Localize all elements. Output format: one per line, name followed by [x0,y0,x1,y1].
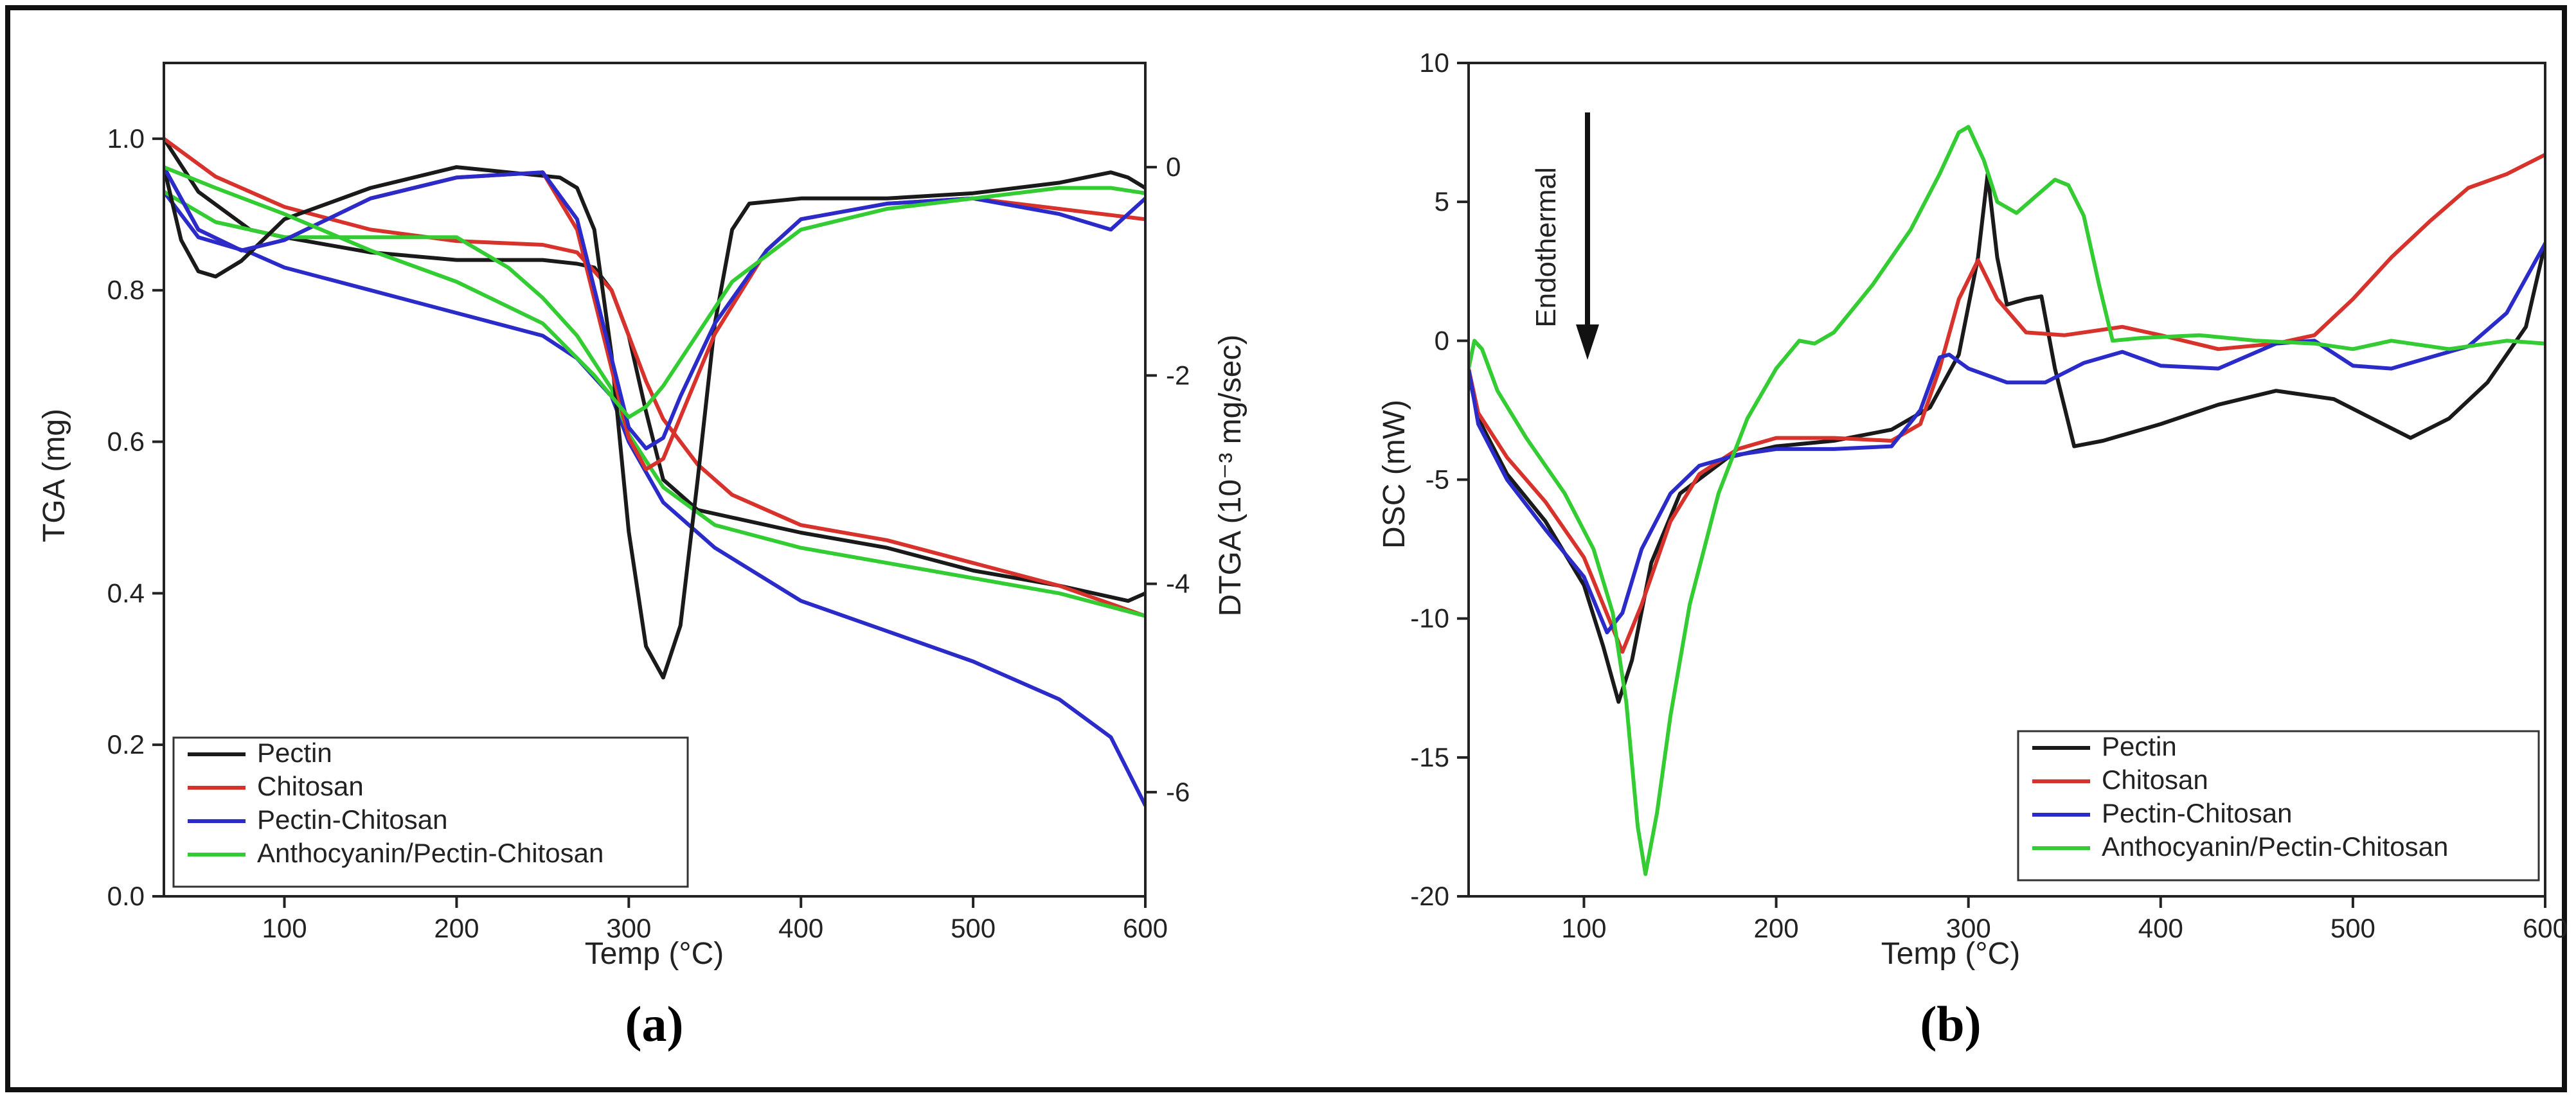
y2-tick-label: 0 [1166,152,1181,182]
plot-frame [163,62,1147,898]
legend-label-anthocyanin-pectin-chitosan: Anthocyanin/Pectin-Chitosan [2102,831,2448,862]
panel-a-axes [163,62,1147,898]
panel-a-y2-ticks: -6 -4 -2 0 [1145,152,1190,807]
series-chitosan-line [1469,152,2545,654]
panel-a-y2-axis-label: DTGA (10⁻³ mg/sec) [1213,335,1248,617]
panel-b-caption: (b) [1920,996,1981,1052]
x-tick-label: 500 [2330,913,2375,943]
panel-a-y-axis-label: TGA (mg) [37,409,71,542]
x-tick-label: 400 [2138,913,2183,943]
y-tick-label: 0.4 [107,578,145,608]
y-tick-label: 10 [1419,48,1449,78]
y-tick-label: -5 [1426,465,1449,495]
y-tick-label: 0.0 [107,881,145,911]
y-tick-label: -15 [1410,742,1449,772]
series-pectin-chitosan-tga-line [164,190,1145,808]
x-tick-label: 100 [262,913,307,943]
x-tick-label: 200 [434,913,479,943]
legend-label-chitosan: Chitosan [257,771,364,801]
y-tick-label: 5 [1435,186,1449,217]
panel-b-series-group [1469,125,2545,876]
y2-tick-label: -4 [1166,569,1190,599]
y-tick-label: 0.2 [107,729,145,759]
legend-box [172,736,689,888]
y-tick-label: 0.6 [107,427,145,457]
legend-label-chitosan: Chitosan [2102,765,2208,795]
legend-label-pectin-chitosan: Pectin-Chitosan [2102,798,2292,828]
legend-label-pectin: Pectin [2102,731,2177,761]
y2-tick-label: -6 [1166,777,1190,807]
series-pectin-chitosan-line [1469,242,2545,635]
series-anthocyanin-pectin-chitosan-dtga-line [164,165,1145,420]
series-pectin-dtga-line [164,165,1145,680]
panel-b-x-axis-label: Temp (°C) [1881,937,2021,971]
x-tick-label: 100 [1561,913,1606,943]
endothermal-label: Endothermal [1530,167,1562,327]
panel-b-y-ticks: -20 -15 -10 -5 0 5 10 [1410,48,1469,911]
y-tick-label: 1.0 [107,123,145,154]
y-tick-label: -10 [1410,603,1449,634]
figure-frame [5,5,2567,1092]
y-tick-label: 0.8 [107,275,145,305]
endothermal-arrow-head-icon [1576,324,1599,360]
panel-a-legend: PectinChitosanPectin-ChitosanAnthocyanin… [172,736,689,888]
x-tick-label: 600 [2523,913,2568,943]
panel-b-legend: Pectin ChitosanPectin-ChitosanAnthocyanin… [2017,730,2540,882]
x-tick-label: 300 [606,913,651,943]
y2-tick-label: -2 [1166,360,1190,390]
y-tick-label: -20 [1410,881,1449,911]
x-tick-label: 300 [1946,913,1991,943]
panel-b-y-axis-label: DSC (mW) [1377,400,1411,549]
y-tick-label: 0 [1435,325,1449,355]
series-anthocyanin-pectin-chitosan-line [1469,125,2545,876]
panel-b-endothermal-annotation: Endothermal [1530,112,1599,360]
panel-b-dsc: 100 200 300 400 500 600 -20 -15 -10 -5 0 5 10 Temp … [1377,48,2568,1052]
x-tick-label: 600 [1123,913,1168,943]
panel-a-caption: (a) [625,996,684,1052]
legend-label-anthocyanin-pectin-chitosan: Anthocyanin/Pectin-Chitosan [257,838,604,868]
series-chitosan-tga-line [164,136,1145,618]
legend-box [2017,730,2540,882]
panel-b-x-ticks: 100 200 300 400 500 600 [1561,896,2568,943]
panel-a-x-ticks: 100 200 300 400 500 600 [262,896,1168,943]
panel-a-x-axis-label: Temp (°C) [585,937,724,971]
legend-label-pectin-chitosan: Pectin-Chitosan [257,804,447,835]
x-tick-label: 400 [778,913,823,943]
x-tick-label: 500 [951,913,996,943]
panel-a-series-group [164,136,1145,808]
panel-a-y-ticks: 0.0 0.2 0.4 0.6 0.8 1.0 [107,123,164,911]
panel-a-tga-dtga: 100 200 300 400 500 600 0.0 0.2 0.4 0.6 0.8 1.0 -6… [37,62,1248,1052]
series-pectin-line [1469,172,2545,704]
x-tick-label: 200 [1754,913,1799,943]
legend-label-pectin: Pectin [257,738,332,768]
